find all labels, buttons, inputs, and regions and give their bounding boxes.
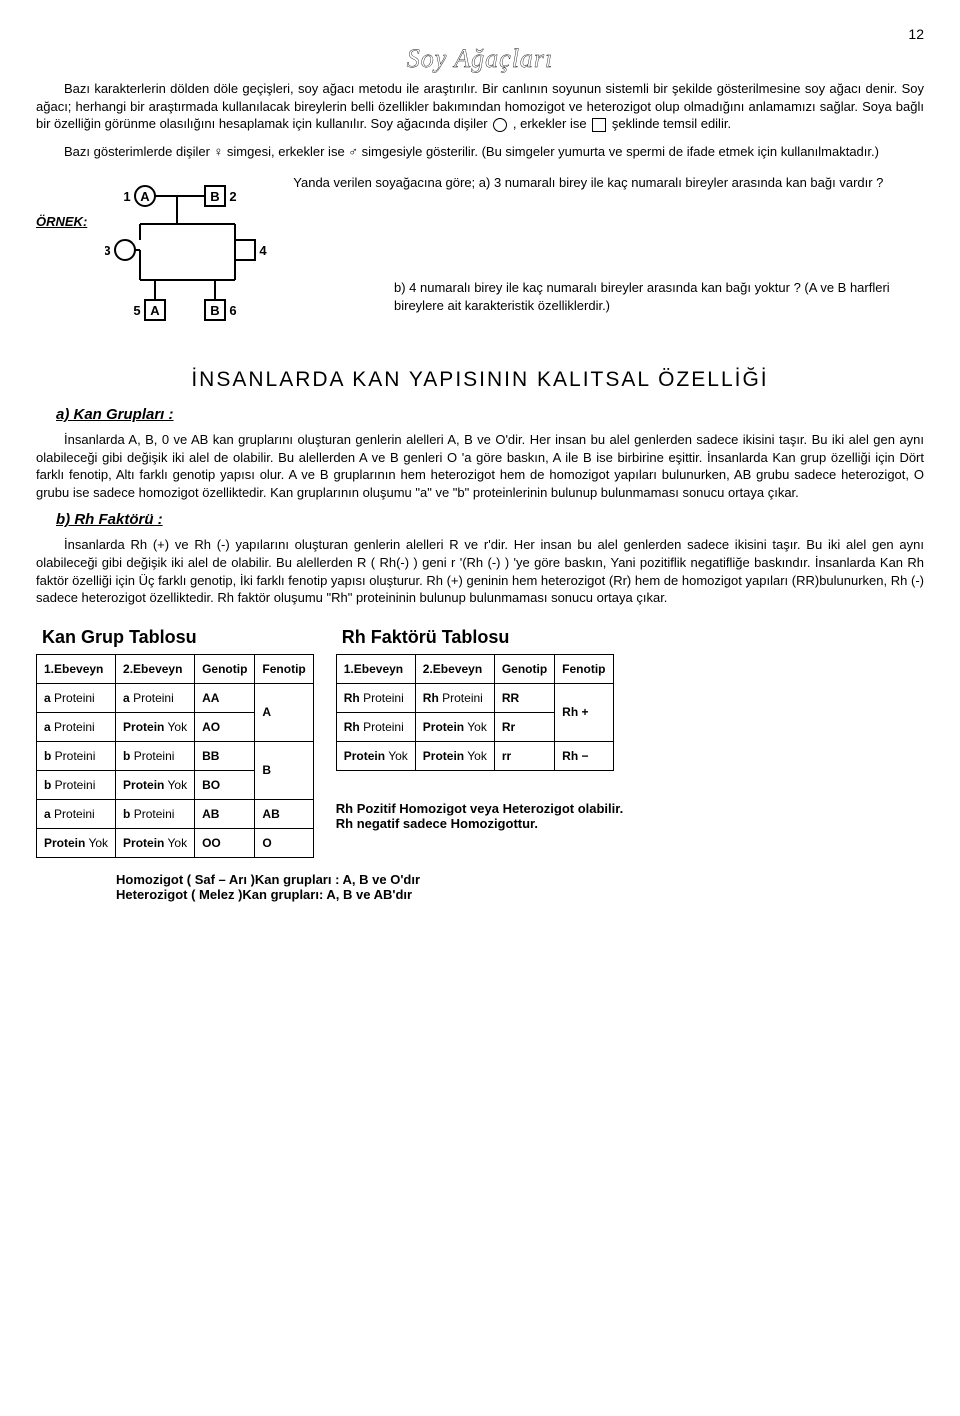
foot1: Homozigot ( Saf – Arı )Kan grupları : A,… [116,872,924,887]
square-icon [592,118,606,132]
rh-notes: Rh Pozitif Homozigot veya Heterozigot ol… [336,801,623,831]
pedigree-diagram: A1B234A5B6 [105,170,275,333]
example-label: ÖRNEK: [36,214,87,229]
paragraph-3: İnsanlarda A, B, 0 ve AB kan gruplarını … [36,431,924,501]
rh-faktor-table: 1.Ebeveyn2.EbeveynGenotipFenotipRh Prote… [336,654,614,771]
svg-text:B: B [211,189,220,204]
circle-icon [493,118,507,132]
p1-a: Bazı karakterlerin dölden döle geçişleri… [36,81,924,131]
subsection-b: b) Rh Faktörü : [56,511,924,528]
svg-text:3: 3 [105,243,111,258]
svg-text:A: A [141,189,151,204]
foot2: Heterozigot ( Melez )Kan grupları: A, B … [116,887,924,902]
page-number: 12 [36,26,924,42]
svg-text:2: 2 [230,189,237,204]
tables-row: Kan Grup Tablosu 1.Ebeveyn2.EbeveynGenot… [36,627,924,858]
svg-text:1: 1 [124,189,131,204]
main-title: Soy Ağaçları [36,44,924,74]
rh-note-2: Rh negatif sadece Homozigottur. [336,816,623,831]
subsection-a: a) Kan Grupları : [56,406,924,423]
svg-text:6: 6 [230,303,237,318]
question-a: Yanda verilen soyağacına göre; a) 3 numa… [293,170,924,192]
p1-c: şeklinde temsil edilir. [612,116,731,131]
svg-text:4: 4 [260,243,268,258]
paragraph-4: İnsanlarda Rh (+) ve Rh (-) yapılarını o… [36,536,924,606]
svg-text:5: 5 [134,303,141,318]
paragraph-1: Bazı karakterlerin dölden döle geçişleri… [36,80,924,133]
question-b: b) 4 numaralı birey ile kaç numaralı bir… [274,275,924,314]
svg-text:B: B [211,303,220,318]
footer-notes: Homozigot ( Saf – Arı )Kan grupları : A,… [116,872,924,902]
table2-wrap: Rh Faktörü Tablosu 1.Ebeveyn2.EbeveynGen… [336,627,623,831]
svg-text:A: A [151,303,161,318]
kan-grup-table: 1.Ebeveyn2.EbeveynGenotipFenotipa Protei… [36,654,314,858]
p1-b: , erkekler ise [513,116,587,131]
rh-note-1: Rh Pozitif Homozigot veya Heterozigot ol… [336,801,623,816]
table1-title: Kan Grup Tablosu [42,627,314,648]
table2-title: Rh Faktörü Tablosu [342,627,623,648]
section-banner: İNSANLARDA KAN YAPISININ KALITSAL ÖZELLİ… [36,368,924,392]
paragraph-2: Bazı gösterimlerde dişiler ♀ simgesi, er… [36,143,924,161]
table1-wrap: Kan Grup Tablosu 1.Ebeveyn2.EbeveynGenot… [36,627,314,858]
